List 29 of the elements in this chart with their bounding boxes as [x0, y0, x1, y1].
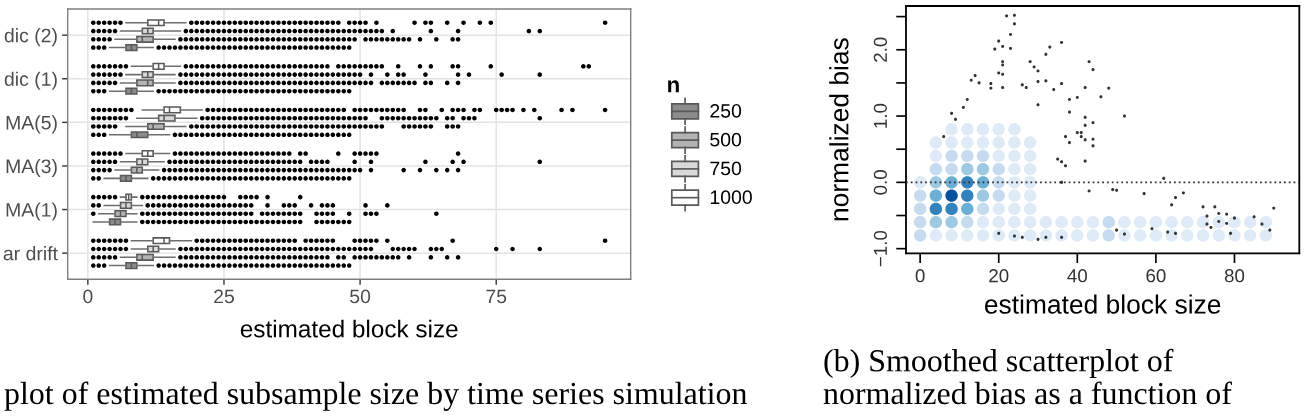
x-tick-label: 0: [915, 269, 925, 283]
x-tick-label: 25: [214, 289, 234, 304]
x-tick-label: 0: [83, 289, 93, 304]
text: plot of estimated subsample size by time series simulation: [4, 381, 747, 411]
y-axis-title: normalized bias: [829, 38, 849, 221]
x-tick-label: 40: [1067, 269, 1087, 283]
y-tick-label: dic (1): [4, 71, 57, 90]
y-tick-label: 1.0: [873, 103, 888, 128]
x-tick-label: 75: [486, 289, 507, 304]
text: (b) Smoothed scatterplot of normalized bias as a function of: [823, 348, 1232, 405]
legend-label: 1000: [710, 190, 752, 205]
y-tick-label: MA(3): [6, 158, 57, 178]
y-tick-label: 2.0: [873, 37, 888, 62]
y-tick-label: MA(5): [6, 115, 57, 134]
legend-label: 250: [710, 103, 742, 118]
x-tick-label: 80: [1224, 269, 1245, 283]
x-tick-label: 60: [1146, 269, 1166, 283]
legend-title: n: [668, 80, 679, 93]
legend-label: 750: [710, 161, 742, 176]
x-tick-label: 20: [989, 269, 1009, 283]
x-tick-label: 50: [350, 289, 371, 304]
y-tick-label: dic (2): [4, 28, 57, 47]
x-axis-title: estimated block size: [984, 294, 1221, 314]
legend-label: 500: [710, 132, 742, 147]
y-tick-label: MA(1): [6, 202, 57, 221]
y-tick-label: −1.0: [873, 230, 888, 267]
x-axis-title: estimated block size: [240, 319, 458, 338]
y-tick-label: 0.0: [873, 170, 888, 195]
y-tick-label: ar drift: [3, 246, 58, 261]
